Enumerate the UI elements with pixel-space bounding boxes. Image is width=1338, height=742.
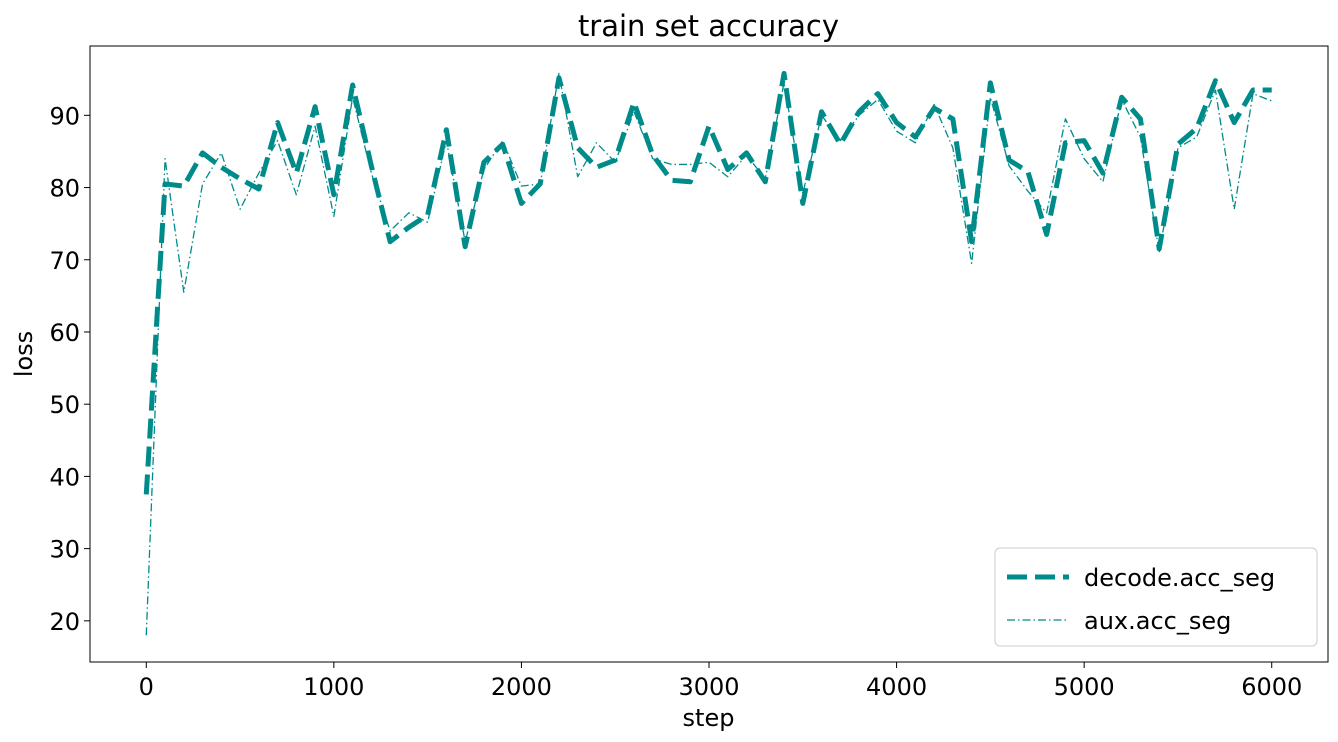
x-tick-label: 4000 [866,673,927,701]
legend-box [994,547,1318,647]
plot-area-frame [89,45,1329,663]
y-tick-label: 20 [49,608,80,636]
y-tick-label: 80 [49,175,80,203]
series-line-aux-acc-seg [145,72,1272,636]
y-tick-label: 90 [49,102,80,130]
x-tick-label: 3000 [678,673,739,701]
y-tick-label: 60 [49,319,80,347]
x-tick-label: 1000 [303,673,364,701]
x-axis-ticks: 0 1000 2000 3000 4000 5000 6000 [139,662,1302,701]
y-axis-ticks: 20 30 40 50 60 70 80 90 [49,102,90,636]
x-tick-label: 6000 [1241,673,1302,701]
x-axis-title: step [683,704,735,732]
legend-label-aux-acc-seg: aux.acc_seg [1084,607,1231,635]
x-tick-label: 0 [139,673,154,701]
y-tick-label: 40 [49,463,80,491]
legend: decode.acc_seg aux.acc_seg [994,547,1318,647]
y-axis-title: loss [10,331,38,377]
chart-title: train set accuracy [578,9,839,43]
y-tick-label: 50 [49,391,80,419]
y-tick-label: 70 [49,247,80,275]
legend-label-decode-acc-seg: decode.acc_seg [1084,564,1275,592]
y-tick-label: 30 [49,536,80,564]
x-tick-label: 5000 [1054,673,1115,701]
series-layer [143,70,1272,636]
series-line-decode-acc-seg [143,70,1272,495]
x-tick-label: 2000 [491,673,552,701]
